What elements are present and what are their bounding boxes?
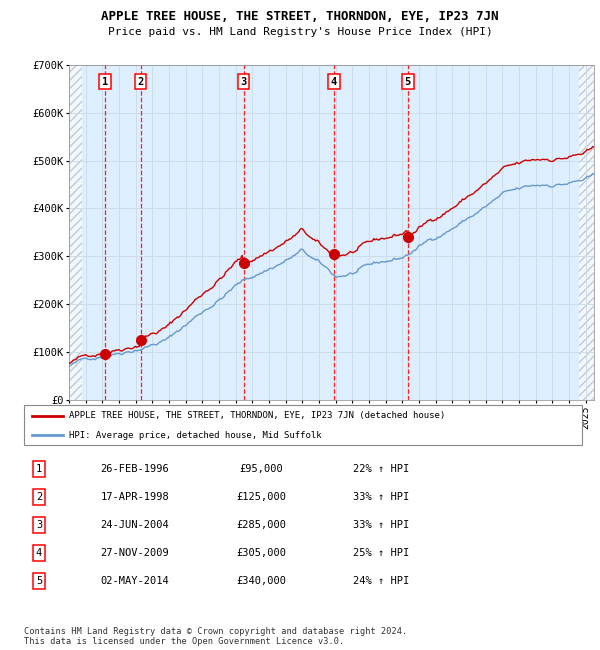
Text: 2: 2: [36, 492, 42, 502]
Text: 5: 5: [405, 77, 411, 86]
Text: 27-NOV-2009: 27-NOV-2009: [101, 548, 169, 558]
Text: 3: 3: [241, 77, 247, 86]
Text: 4: 4: [36, 548, 42, 558]
Text: APPLE TREE HOUSE, THE STREET, THORNDON, EYE, IP23 7JN: APPLE TREE HOUSE, THE STREET, THORNDON, …: [101, 10, 499, 23]
Text: £285,000: £285,000: [236, 520, 286, 530]
Text: 24-JUN-2004: 24-JUN-2004: [101, 520, 169, 530]
Text: 02-MAY-2014: 02-MAY-2014: [101, 576, 169, 586]
Text: APPLE TREE HOUSE, THE STREET, THORNDON, EYE, IP23 7JN (detached house): APPLE TREE HOUSE, THE STREET, THORNDON, …: [68, 411, 445, 421]
Text: 24% ↑ HPI: 24% ↑ HPI: [353, 576, 409, 586]
Text: 17-APR-1998: 17-APR-1998: [101, 492, 169, 502]
Text: 1: 1: [36, 464, 42, 474]
Text: £340,000: £340,000: [236, 576, 286, 586]
Text: 5: 5: [36, 576, 42, 586]
Text: £95,000: £95,000: [239, 464, 283, 474]
Text: 22% ↑ HPI: 22% ↑ HPI: [353, 464, 409, 474]
Text: 4: 4: [331, 77, 337, 86]
Text: 2: 2: [137, 77, 144, 86]
Text: Price paid vs. HM Land Registry's House Price Index (HPI): Price paid vs. HM Land Registry's House …: [107, 27, 493, 37]
Text: 3: 3: [36, 520, 42, 530]
Text: 33% ↑ HPI: 33% ↑ HPI: [353, 520, 409, 530]
Text: Contains HM Land Registry data © Crown copyright and database right 2024.: Contains HM Land Registry data © Crown c…: [24, 627, 407, 636]
Text: 33% ↑ HPI: 33% ↑ HPI: [353, 492, 409, 502]
Text: 26-FEB-1996: 26-FEB-1996: [101, 464, 169, 474]
Text: £125,000: £125,000: [236, 492, 286, 502]
FancyBboxPatch shape: [24, 405, 582, 445]
Text: 1: 1: [102, 77, 108, 86]
Text: HPI: Average price, detached house, Mid Suffolk: HPI: Average price, detached house, Mid …: [68, 431, 321, 439]
Text: 25% ↑ HPI: 25% ↑ HPI: [353, 548, 409, 558]
Text: This data is licensed under the Open Government Licence v3.0.: This data is licensed under the Open Gov…: [24, 637, 344, 646]
Text: £305,000: £305,000: [236, 548, 286, 558]
